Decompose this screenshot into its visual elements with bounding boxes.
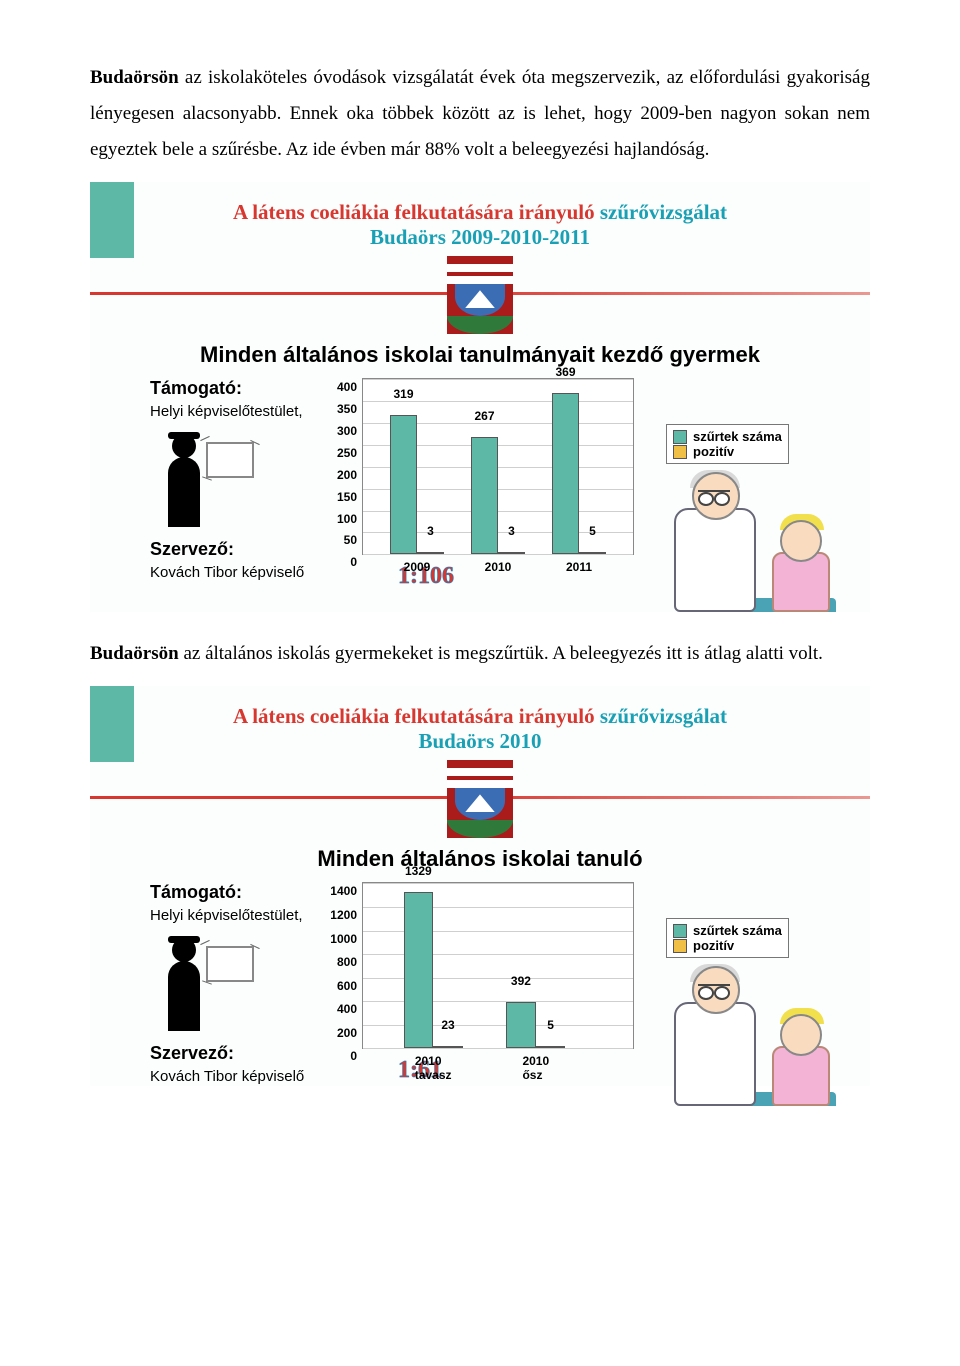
doctor-patient-icon xyxy=(666,472,836,612)
sponsor-head: Támogató: xyxy=(150,378,350,399)
swatch-positive-icon xyxy=(673,445,687,459)
ratio-1: 1:106 xyxy=(398,563,654,590)
announcer-icon xyxy=(150,432,260,527)
legend-1: szűrtek száma pozitív xyxy=(666,424,789,464)
teal-tab-icon xyxy=(90,686,134,762)
swatch-screened-icon xyxy=(673,430,687,444)
panel-2010: A látens coeliákia felkutatására irányul… xyxy=(90,686,870,1086)
chart-2010: 02004006008001000120014001329232010tavas… xyxy=(362,882,634,1049)
organizer-head: Szervező: xyxy=(150,539,350,560)
announcer-icon xyxy=(150,936,260,1031)
organizer-body: Kovách Tibor képviselő xyxy=(150,564,350,581)
lead-word: Budaörsön xyxy=(90,643,179,664)
panel2-title: A látens coeliákia felkutatására irányul… xyxy=(90,686,870,758)
intro-paragraph-2: Budaörsön az általános iskolás gyermekek… xyxy=(90,636,870,672)
sponsor-head: Támogató: xyxy=(150,882,350,903)
intro-paragraph-1: Budaörsön az iskolaköteles óvodások vizs… xyxy=(90,60,870,168)
panel1-title: A látens coeliákia felkutatására irányul… xyxy=(90,182,870,254)
legend-2: szűrtek száma pozitív xyxy=(666,918,789,958)
panel1-subtitle: Minden általános iskolai tanulmányait ke… xyxy=(90,334,870,378)
panel2-subtitle: Minden általános iskolai tanuló xyxy=(90,838,870,882)
sponsor-body: Helyi képviselőtestület, xyxy=(150,907,350,924)
doctor-patient-icon xyxy=(666,966,836,1106)
teal-tab-icon xyxy=(90,182,134,258)
swatch-screened-icon xyxy=(673,924,687,938)
organizer-head: Szervező: xyxy=(150,1043,350,1064)
chart-2009-2011: 0501001502002503003504003193200926732010… xyxy=(362,378,634,555)
crest-icon xyxy=(447,256,513,334)
lead-word: Budaörsön xyxy=(90,67,179,88)
panel-2009-2011: A látens coeliákia felkutatására irányul… xyxy=(90,182,870,612)
swatch-positive-icon xyxy=(673,939,687,953)
organizer-body: Kovách Tibor képviselő xyxy=(150,1068,350,1085)
crest-icon xyxy=(447,760,513,838)
sponsor-body: Helyi képviselőtestület, xyxy=(150,403,350,420)
